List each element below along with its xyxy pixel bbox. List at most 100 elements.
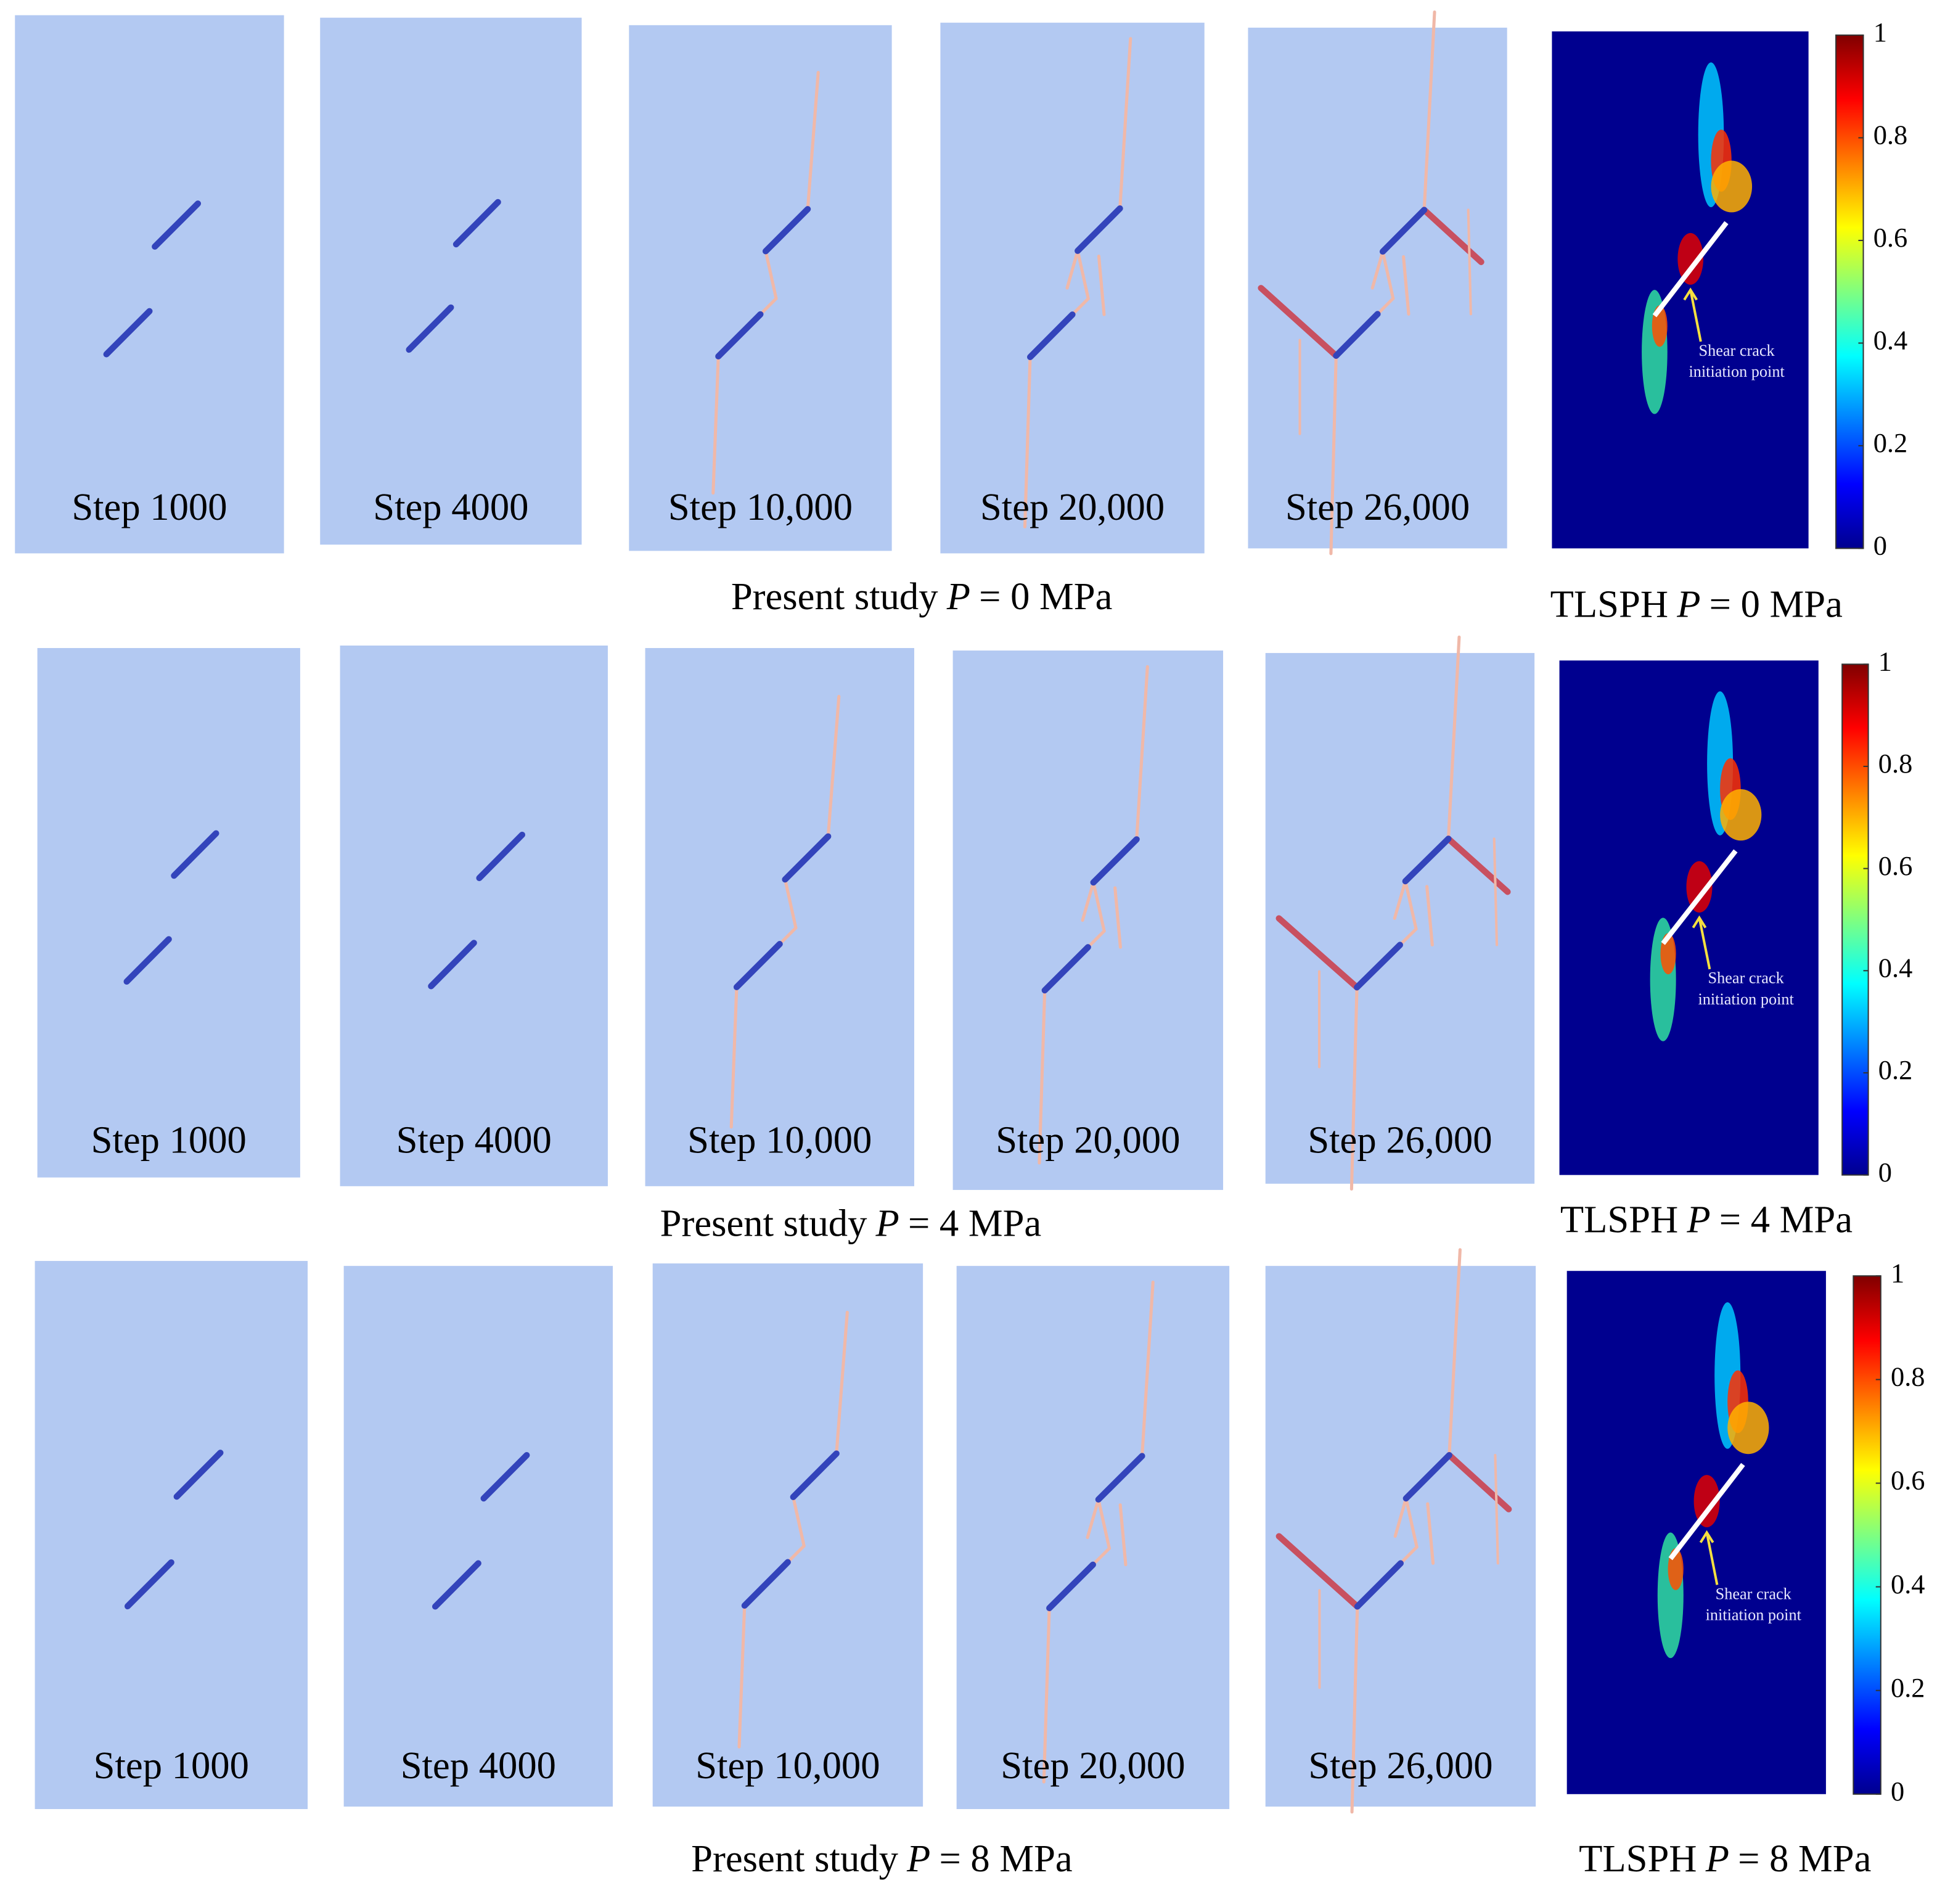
caption-part: TLSPH bbox=[1550, 583, 1668, 626]
colorbar-tick-label: 0.2 bbox=[1873, 427, 1908, 458]
crack bbox=[1076, 249, 1090, 300]
flaw bbox=[124, 1559, 174, 1610]
caption-part: = 0 MPa bbox=[1709, 583, 1843, 626]
crack bbox=[1097, 1498, 1111, 1550]
crack bbox=[1258, 285, 1340, 359]
caption: Present study P = 0 MPa bbox=[731, 575, 1113, 618]
crack bbox=[806, 71, 820, 211]
step-label: Step 26,000 bbox=[1285, 485, 1470, 528]
caption-part: = 8 MPa bbox=[1738, 1837, 1871, 1880]
crack bbox=[1376, 297, 1395, 316]
step-label: Step 26,000 bbox=[1308, 1744, 1492, 1787]
flaw bbox=[733, 941, 783, 990]
stress-blob bbox=[1727, 1401, 1769, 1455]
crack bbox=[1081, 880, 1095, 922]
crack bbox=[1086, 1498, 1100, 1540]
colorbar-tick-label: 0.6 bbox=[1873, 222, 1908, 253]
stress-blob bbox=[1711, 160, 1753, 213]
crack bbox=[1038, 988, 1047, 1165]
crack bbox=[758, 297, 778, 316]
flaw bbox=[432, 1560, 481, 1610]
colorbar-tick-label: 1 bbox=[1891, 1258, 1904, 1289]
simulation-panel bbox=[1265, 1266, 1536, 1807]
colorbar-tick-label: 0.4 bbox=[1878, 953, 1913, 983]
colorbar-tick-label: 0.8 bbox=[1873, 120, 1908, 150]
flaw bbox=[452, 199, 501, 248]
flaw bbox=[1379, 207, 1428, 255]
caption: Present study P = 8 MPa bbox=[691, 1837, 1073, 1880]
colorbar-tick-label: 0.2 bbox=[1891, 1672, 1925, 1703]
colorbar-tick-label: 0.4 bbox=[1873, 325, 1908, 356]
colorbar-tick-label: 1 bbox=[1878, 646, 1892, 676]
shear-crack bbox=[1668, 1463, 1745, 1561]
annotation: Shear crack bbox=[1699, 342, 1775, 359]
simulation-panel bbox=[629, 25, 892, 551]
crack bbox=[1445, 835, 1511, 895]
shear-crack bbox=[1661, 849, 1738, 945]
caption: TLSPH P = 4 MPa bbox=[1560, 1198, 1853, 1241]
stress-blob bbox=[1720, 789, 1762, 841]
flaw bbox=[1041, 944, 1091, 994]
caption-part: = 4 MPa bbox=[908, 1202, 1041, 1245]
simulation-panel bbox=[940, 22, 1205, 554]
crack bbox=[1042, 1606, 1051, 1784]
crack bbox=[1446, 1451, 1512, 1512]
step-label: Step 1000 bbox=[94, 1744, 249, 1787]
crack bbox=[778, 926, 798, 946]
colorbar-tick-label: 0 bbox=[1878, 1157, 1892, 1188]
crack bbox=[1350, 1605, 1359, 1814]
flaw bbox=[406, 304, 454, 353]
crack bbox=[783, 877, 798, 930]
simulation-panel bbox=[652, 1263, 923, 1807]
flaw bbox=[1333, 311, 1381, 359]
caption-part: P bbox=[875, 1202, 899, 1245]
crack bbox=[1071, 297, 1090, 316]
crack bbox=[1113, 886, 1122, 949]
caption-part: TLSPH bbox=[1579, 1837, 1697, 1880]
caption-part: Present study bbox=[660, 1202, 867, 1245]
crack bbox=[1086, 929, 1106, 949]
crack bbox=[711, 355, 720, 495]
stress-blob bbox=[1693, 1475, 1720, 1528]
shear-crack bbox=[1652, 221, 1729, 318]
caption-part: P bbox=[1676, 583, 1700, 626]
caption-part: Present study bbox=[691, 1837, 898, 1880]
crack bbox=[1492, 837, 1499, 946]
flaw bbox=[1402, 835, 1452, 885]
crack bbox=[1065, 249, 1079, 290]
caption-part: P bbox=[946, 575, 970, 618]
annotation: Shear crack bbox=[1708, 969, 1785, 987]
step-label: Step 4000 bbox=[401, 1744, 556, 1787]
arrow-head bbox=[1692, 915, 1707, 929]
step-label: Step 1000 bbox=[72, 485, 227, 528]
flaw bbox=[1090, 836, 1140, 886]
flaw bbox=[123, 936, 172, 985]
flaw bbox=[480, 1451, 530, 1502]
colorbar-tick-label: 0.6 bbox=[1878, 850, 1913, 881]
flaw bbox=[1354, 1560, 1404, 1610]
flaw bbox=[1075, 205, 1123, 254]
flaw bbox=[428, 940, 477, 990]
arrow bbox=[1705, 1532, 1719, 1585]
simulation-panel bbox=[343, 1266, 613, 1807]
stress-blob bbox=[1686, 861, 1713, 913]
step-label: Step 10,000 bbox=[687, 1118, 872, 1162]
simulation-panel bbox=[35, 1261, 308, 1810]
arrow bbox=[1698, 917, 1711, 970]
stress-blob bbox=[1677, 232, 1703, 285]
crack bbox=[1421, 207, 1484, 265]
crack bbox=[1399, 1545, 1419, 1565]
crack bbox=[1393, 1496, 1408, 1538]
annotation: initiation point bbox=[1698, 990, 1794, 1008]
caption: TLSPH P = 8 MPa bbox=[1579, 1837, 1871, 1880]
step-label: Step 10,000 bbox=[695, 1744, 880, 1787]
tlsph-panel bbox=[1559, 660, 1819, 1175]
crack bbox=[826, 695, 841, 839]
caption-part: = 8 MPa bbox=[939, 1837, 1072, 1880]
flaw bbox=[1402, 1451, 1452, 1502]
crack bbox=[1425, 885, 1434, 947]
colorbar-tick-label: 0.2 bbox=[1878, 1054, 1913, 1085]
annotation: initiation point bbox=[1689, 363, 1785, 380]
colorbar-tick-label: 0.6 bbox=[1891, 1465, 1925, 1496]
